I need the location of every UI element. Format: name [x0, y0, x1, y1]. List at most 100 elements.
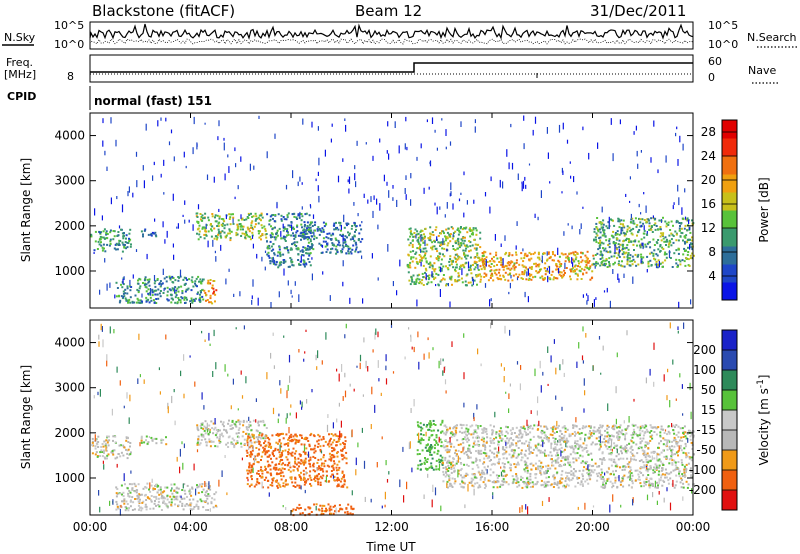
freq-unit-label: [MHz]	[4, 68, 36, 81]
power-scatter-cell	[205, 299, 207, 302]
velocity-scatter-cell	[170, 503, 173, 506]
velocity-scatter-cell	[207, 433, 210, 435]
velocity-scatter-cell	[346, 486, 349, 489]
velocity-scatter-cell	[437, 443, 439, 446]
velocity-scatter-cell	[271, 434, 274, 437]
velocity-scatter-cell	[310, 484, 313, 487]
velocity-scatter-cell	[489, 474, 492, 477]
power-scatter-cell	[666, 240, 669, 243]
power-scatter-cell	[422, 256, 425, 259]
velocity-scatter-cell	[342, 476, 345, 478]
velocity-scatter-cell	[253, 485, 256, 488]
power-scatter-cell	[196, 220, 199, 223]
velocity-scatter-cell	[158, 493, 161, 496]
velocity-scatter-cell	[290, 478, 293, 481]
power-scatter-cell	[511, 261, 514, 264]
power-scatter-cell	[439, 252, 442, 255]
velocity-scatter-cell	[592, 432, 595, 435]
power-scatter-cell	[602, 264, 605, 267]
power-echo	[172, 193, 174, 201]
power-scatter-cell	[114, 243, 117, 246]
velocity-scatter-cell	[124, 509, 127, 512]
velocity-scatter-cell	[340, 433, 343, 436]
power-ytick-label: 3000	[54, 174, 85, 188]
power-scatter-cell	[209, 294, 212, 297]
velocity-scatter-cell	[229, 424, 232, 427]
velocity-scatter-cell	[137, 496, 140, 499]
power-scatter-cell	[410, 257, 413, 260]
power-scatter-cell	[461, 237, 464, 240]
power-scatter-cell	[129, 296, 132, 299]
velocity-scatter-cell	[309, 456, 312, 459]
velocity-scatter-cell	[553, 476, 556, 479]
power-scatter-cell	[264, 233, 267, 236]
velocity-scatter-cell	[327, 480, 330, 483]
power-scatter-cell	[594, 254, 597, 256]
velocity-scatter-cell	[269, 468, 272, 471]
velocity-scatter-cell	[276, 486, 279, 489]
velocity-scatter-cell	[258, 431, 261, 434]
velocity-scatter-cell	[440, 441, 443, 444]
power-scatter-cell	[407, 271, 410, 274]
velocity-scatter-cell	[430, 462, 433, 465]
power-scatter-cell	[123, 295, 126, 298]
velocity-scatter-cell	[328, 440, 331, 443]
power-scatter-cell	[100, 241, 102, 244]
velocity-scatter-cell	[433, 438, 436, 441]
station-title: Blackstone (fitACF)	[92, 2, 235, 20]
power-echo	[101, 215, 103, 221]
power-scatter-cell	[273, 253, 276, 256]
velocity-scatter-cell	[435, 465, 438, 468]
power-scatter-cell	[533, 262, 536, 265]
velocity-scatter-cell	[335, 444, 337, 447]
velocity-scatter-cell	[674, 438, 677, 441]
velocity-scatter-cell	[159, 488, 162, 491]
power-scatter-cell	[458, 256, 461, 258]
power-scatter-cell	[204, 212, 207, 215]
power-scatter-cell	[263, 225, 266, 228]
power-scatter-cell	[640, 253, 643, 256]
power-scatter-cell	[313, 235, 316, 238]
velocity-scatter-cell	[153, 495, 156, 498]
power-scatter-cell	[182, 278, 185, 281]
power-scatter-cell	[445, 283, 448, 286]
velocity-scatter-cell	[276, 485, 279, 488]
power-scatter-cell	[147, 288, 150, 291]
power-scatter-cell	[507, 273, 510, 276]
power-echo	[142, 165, 144, 171]
power-echo	[183, 151, 185, 158]
velocity-scatter-cell	[116, 505, 119, 508]
power-scatter-cell	[482, 259, 485, 262]
power-scatter-cell	[309, 232, 312, 235]
velocity-scatter-cell	[566, 445, 569, 448]
power-echo	[617, 273, 619, 280]
power-scatter-cell	[684, 224, 687, 227]
power-scatter-cell	[232, 216, 235, 219]
power-echo	[261, 256, 263, 262]
power-scatter-cell	[509, 262, 512, 265]
power-scatter-cell	[664, 220, 667, 223]
velocity-scatter-cell	[689, 467, 692, 470]
power-scatter-cell	[617, 243, 620, 246]
power-scatter-cell	[199, 218, 202, 221]
power-echo	[373, 195, 375, 200]
power-scatter-cell	[598, 246, 601, 249]
velocity-scatter-cell	[335, 434, 338, 437]
power-echo	[440, 266, 442, 273]
power-scatter-cell	[427, 262, 430, 265]
velocity-scatter-cell	[337, 478, 340, 481]
velocity-scatter-cell	[170, 489, 172, 492]
velocity-scatter-cell	[246, 455, 249, 457]
velocity-scatter-cell	[287, 453, 290, 456]
velocity-scatter-cell	[253, 437, 256, 440]
velocity-scatter-cell	[331, 454, 334, 456]
velocity-scatter-cell	[122, 454, 125, 457]
velocity-scatter-cell	[181, 502, 184, 505]
power-scatter-cell	[140, 230, 143, 233]
power-scatter-cell	[422, 241, 425, 244]
power-scatter-cell	[301, 249, 304, 252]
power-scatter-cell	[147, 292, 150, 295]
power-scatter-cell	[633, 260, 636, 263]
power-scatter-cell	[217, 228, 220, 231]
power-scatter-cell	[309, 238, 312, 241]
